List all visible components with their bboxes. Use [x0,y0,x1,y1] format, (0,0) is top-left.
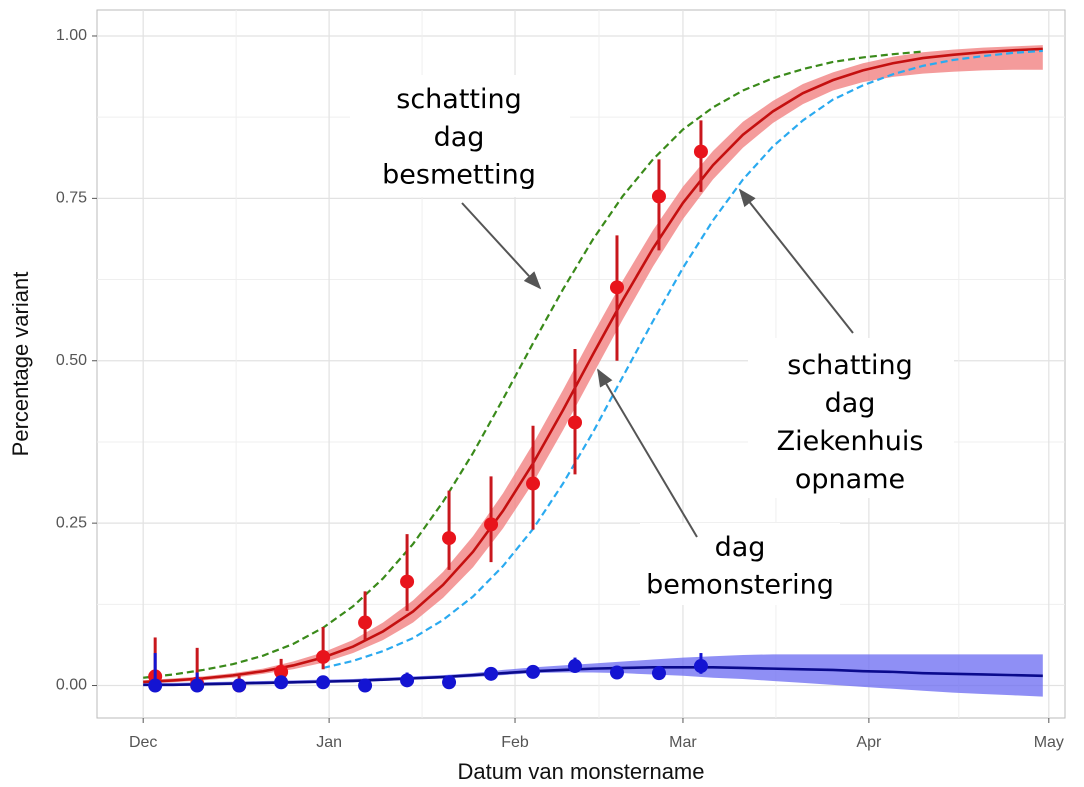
data-point [442,531,457,546]
annotation-line: dag [825,388,876,419]
fit-line [143,47,1043,684]
x-tick-label: May [1034,734,1064,751]
y-tick-label: 0.75 [56,190,87,207]
annotation-arrow [738,188,854,334]
data-point [358,678,373,693]
data-point [526,476,541,491]
x-tick-label: Jan [316,734,342,751]
annotation-line: schatting [787,350,913,381]
data-point [274,675,289,690]
annotation-highlight: bemonstering [646,570,834,601]
x-tick-label: Dec [129,734,157,751]
data-point [609,665,624,680]
data-point [190,678,205,693]
fit-line [143,50,923,679]
data-point [693,659,708,674]
annotation-line: dag [434,122,485,153]
y-tick-label: 1.00 [56,27,87,44]
data-point [358,615,373,630]
data-point [316,649,331,664]
annotation-box [640,523,840,605]
fit-line [143,666,1043,687]
x-axis-title: Datum van monstername [458,759,705,784]
annotation-box [748,338,954,498]
annotation-highlight: besmetting [382,160,536,191]
data-point [400,673,415,688]
data-point [568,659,583,674]
annotation: dag [715,532,766,563]
data-point [484,666,499,681]
fit-line [322,49,1043,670]
annotation-arrow [597,368,698,538]
data-point [651,666,666,681]
data-point [274,664,289,679]
confidence-band [143,45,1043,684]
y-tick-label: 0.50 [56,352,87,369]
data-point [651,189,666,204]
y-tick-label: 0.00 [56,677,87,694]
data-point [526,664,541,679]
annotation-line: schatting [396,84,522,115]
annotation-line: dag [715,532,766,563]
data-point [568,415,583,430]
x-tick-label: Apr [856,734,882,751]
data-point [148,678,163,693]
y-axis-title: Percentage variant [8,272,33,457]
data-point [400,574,415,589]
confidence-band [143,654,1043,697]
annotation-box [350,75,570,197]
annotation: schatting dag [787,350,913,419]
y-tick-label: 0.25 [56,514,87,531]
data-point [316,675,331,690]
annotation: schatting dag [396,84,522,153]
data-point [693,144,708,159]
x-tick-label: Mar [669,734,697,751]
data-point [442,675,457,690]
data-point [232,678,247,693]
annotation-arrow [461,202,542,290]
x-tick-label: Feb [501,734,529,751]
data-point [609,280,624,295]
data-point [484,517,499,532]
annotation-highlight: Ziekenhuis opname [777,426,924,495]
